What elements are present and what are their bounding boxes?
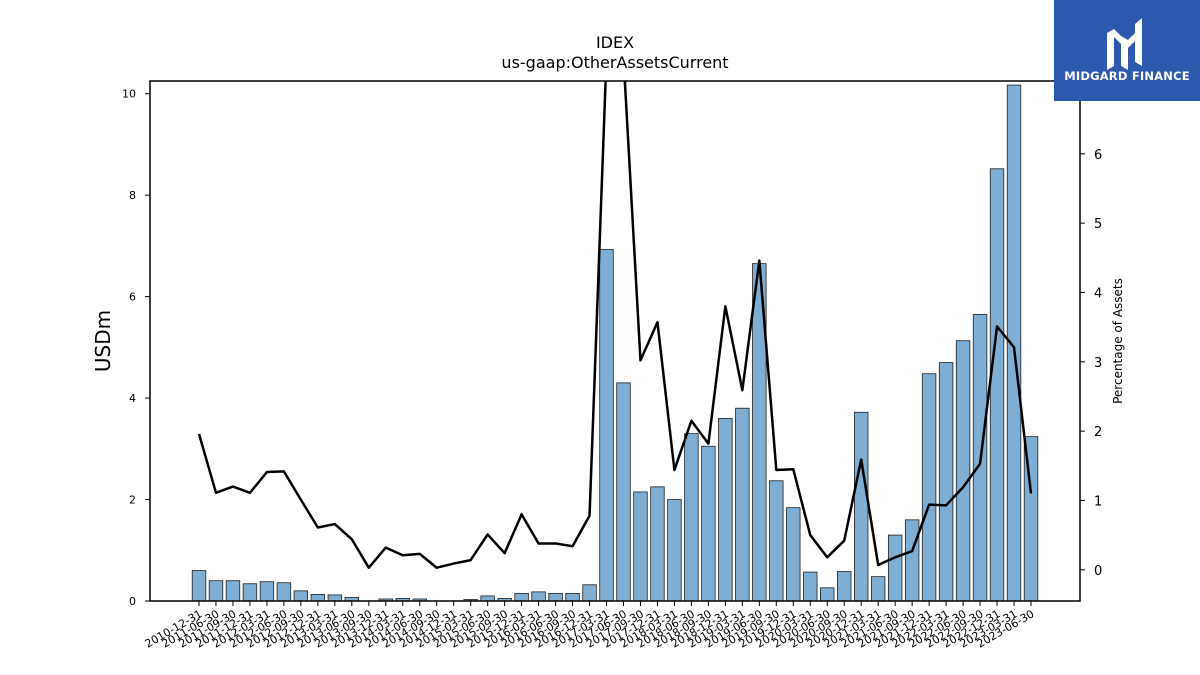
- y2-tick-label: 5: [1094, 217, 1102, 232]
- y2-tick-label: 3: [1094, 356, 1102, 371]
- bar: [242, 583, 258, 602]
- y2-tick-label: 6: [1094, 148, 1102, 163]
- bar: [854, 411, 869, 602]
- y-tick-label: 4: [129, 392, 136, 405]
- bar: [667, 499, 682, 602]
- midgard-finance-logo: MIDGARD FINANCE: [1054, 0, 1200, 101]
- bar: [735, 407, 750, 602]
- bar: [548, 592, 563, 602]
- bar: [820, 587, 835, 602]
- y-tick-label: 0: [129, 595, 136, 608]
- bar: [904, 519, 920, 602]
- logo-mark-icon: [1107, 18, 1142, 70]
- bar: [684, 433, 699, 602]
- bar: [989, 168, 1005, 602]
- bar: [225, 580, 241, 602]
- bar: [531, 591, 546, 602]
- bar-series: [191, 84, 1039, 602]
- bar: [582, 584, 597, 602]
- y-axis-label: USDm: [91, 310, 115, 372]
- y2-axis-label: Percentage of Assets: [1111, 278, 1125, 404]
- bar: [310, 594, 326, 602]
- y-tick-label: 8: [129, 189, 136, 202]
- y-tick-label: 6: [129, 291, 136, 304]
- y-tick-label: 2: [129, 494, 136, 507]
- bar: [208, 580, 224, 602]
- chart-title: IDEX: [596, 33, 634, 52]
- bar: [887, 534, 903, 602]
- bar: [837, 571, 852, 602]
- y-tick-label: 10: [122, 88, 136, 101]
- bar: [514, 592, 529, 602]
- bar: [633, 491, 648, 602]
- bar: [786, 507, 801, 602]
- x-axis: 2010-12-312011-06-302011-09-302011-12-31…: [143, 601, 1037, 651]
- bar: [650, 486, 665, 602]
- right-axis: 0 1 2 3 4 5 6: [1080, 148, 1102, 579]
- line-series: [197, 81, 1033, 569]
- y2-tick-label: 0: [1094, 564, 1102, 579]
- bar: [803, 571, 818, 602]
- bar: [718, 417, 733, 602]
- plot-frame: [149, 80, 1081, 602]
- bar: [276, 582, 292, 602]
- bar: [870, 576, 886, 602]
- y2-tick-label: 4: [1094, 286, 1102, 301]
- bar: [259, 581, 275, 602]
- bar: [480, 595, 495, 602]
- bar: [565, 592, 580, 602]
- bar: [769, 480, 784, 602]
- logo-text: MIDGARD FINANCE: [1064, 69, 1190, 83]
- bar: [955, 340, 971, 602]
- line-path: [197, 81, 1033, 569]
- bar: [191, 570, 207, 602]
- bar: [938, 362, 954, 602]
- bar: [293, 590, 309, 602]
- bar: [701, 445, 716, 602]
- bar: [921, 373, 937, 602]
- chart-subtitle: us-gaap:OtherAssetsCurrent: [501, 53, 728, 72]
- y2-tick-label: 2: [1094, 425, 1102, 440]
- bar: [616, 382, 631, 602]
- y2-tick-label: 1: [1094, 494, 1102, 509]
- left-axis: 0 2 4 6 8 10: [122, 88, 150, 608]
- bar: [599, 249, 614, 602]
- bar: [327, 594, 343, 602]
